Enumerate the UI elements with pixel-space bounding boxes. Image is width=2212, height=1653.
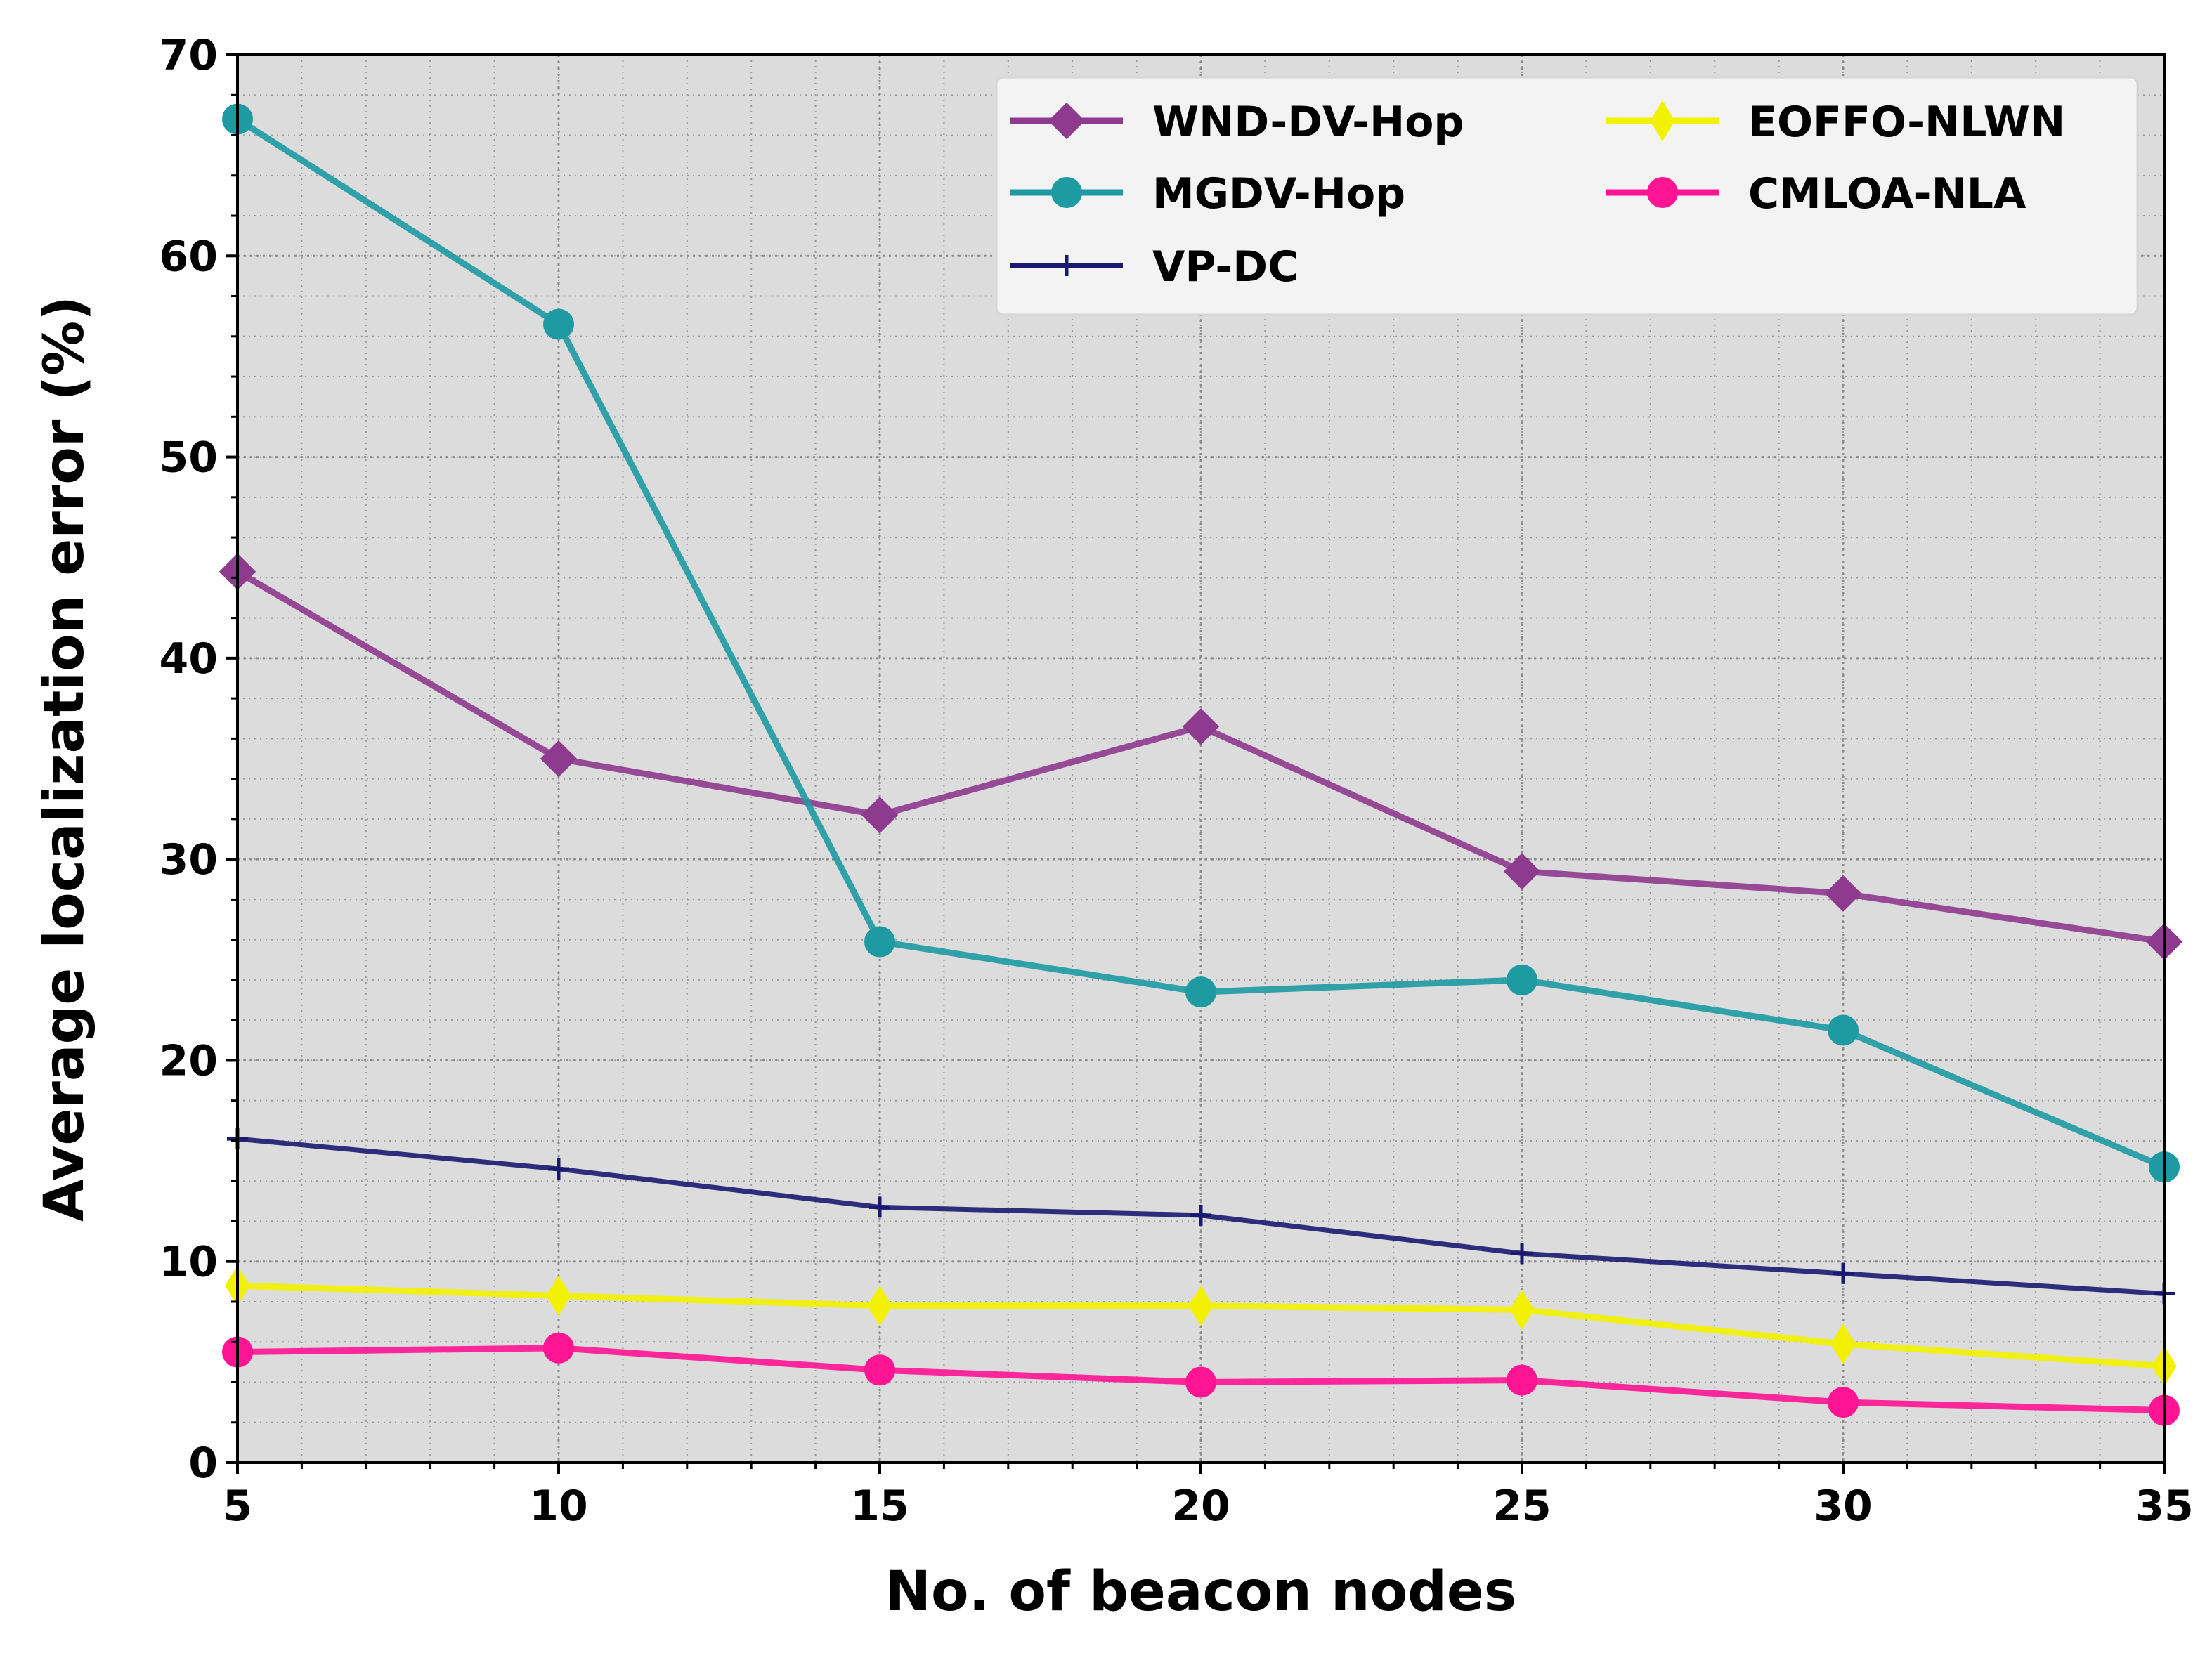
data-point-eoffo-nlwn xyxy=(867,1285,892,1326)
data-point-mgdv-hop xyxy=(1507,964,1537,995)
x-tick-label: 15 xyxy=(850,1482,909,1531)
series-wnd-dv-hop xyxy=(219,553,2183,960)
legend-marker xyxy=(1647,177,1678,208)
y-tick-label: 70 xyxy=(160,31,219,80)
data-point-wnd-dv-hop xyxy=(540,740,578,778)
legend-item-mgdv-hop: MGDV-Hop xyxy=(1010,169,1405,218)
data-point-vp-dc xyxy=(869,1196,890,1218)
series-mgdv-hop xyxy=(222,103,2180,1183)
x-tick-label: 20 xyxy=(1171,1482,1230,1531)
data-point-cmloa-nla xyxy=(1828,1387,1859,1418)
data-point-wnd-dv-hop xyxy=(1503,853,1541,890)
data-point-wnd-dv-hop xyxy=(861,797,899,834)
legend-item-wnd-dv-hop: WND-DV-Hop xyxy=(1010,98,1464,147)
data-point-cmloa-nla xyxy=(1507,1364,1537,1396)
legend-marker xyxy=(1048,102,1086,140)
legend-box xyxy=(995,76,2139,316)
legend-label: EOFFO-NLWN xyxy=(1748,98,2065,147)
data-point-wnd-dv-hop xyxy=(1182,708,1220,745)
y-tick-label: 0 xyxy=(188,1439,218,1488)
data-point-eoffo-nlwn xyxy=(1830,1324,1856,1364)
data-point-vp-dc xyxy=(1511,1243,1533,1265)
legend-label: VP-DC xyxy=(1152,242,1299,292)
y-tick-label: 40 xyxy=(160,634,219,684)
data-point-wnd-dv-hop xyxy=(1824,875,1862,912)
data-point-mgdv-hop xyxy=(1828,1014,1859,1046)
legend-marker xyxy=(1056,255,1077,276)
y-tick-label: 20 xyxy=(160,1036,219,1085)
legend-item-vp-dc: VP-DC xyxy=(1010,242,1299,292)
data-point-cmloa-nla xyxy=(1185,1366,1216,1398)
y-tick-label: 10 xyxy=(160,1238,219,1287)
data-point-vp-dc xyxy=(1833,1262,1854,1284)
legend-marker xyxy=(1650,100,1675,141)
x-tick-label: 30 xyxy=(1814,1482,1873,1531)
y-axis-title: Average localization error (%) xyxy=(33,296,96,1222)
y-tick-label: 60 xyxy=(160,232,219,281)
y-tick-label: 30 xyxy=(160,835,219,884)
series-eoffo-nlwn xyxy=(225,1265,2177,1387)
data-point-cmloa-nla xyxy=(864,1354,895,1386)
data-point-mgdv-hop xyxy=(1185,976,1216,1008)
data-point-eoffo-nlwn xyxy=(546,1275,571,1316)
data-point-eoffo-nlwn xyxy=(1509,1289,1535,1331)
legend-label: CMLOA-NLA xyxy=(1748,169,2026,218)
y-tick-label: 50 xyxy=(160,433,219,483)
data-point-cmloa-nla xyxy=(543,1332,574,1364)
legend: WND-DV-Hop MGDV-Hop VP-DC EOFFO-NLWN CMLOA-N… xyxy=(995,76,2139,316)
data-point-eoffo-nlwn xyxy=(1188,1285,1214,1326)
x-tick-label: 35 xyxy=(2135,1482,2194,1531)
x-tick-label: 25 xyxy=(1492,1482,1551,1531)
x-tick-label: 5 xyxy=(223,1482,252,1531)
data-point-vp-dc xyxy=(548,1158,569,1180)
data-point-vp-dc xyxy=(1190,1204,1211,1226)
legend-item-eoffo-nlwn: EOFFO-NLWN xyxy=(1606,98,2065,147)
x-axis-title: No. of beacon nodes xyxy=(885,1560,1517,1623)
legend-label: WND-DV-Hop xyxy=(1152,98,1464,147)
legend-marker xyxy=(1051,177,1082,208)
data-point-mgdv-hop xyxy=(543,308,574,340)
data-point-mgdv-hop xyxy=(864,926,895,958)
legend-item-cmloa-nla: CMLOA-NLA xyxy=(1606,169,2026,218)
legend-label: MGDV-Hop xyxy=(1152,169,1405,218)
x-tick-label: 10 xyxy=(529,1482,588,1531)
